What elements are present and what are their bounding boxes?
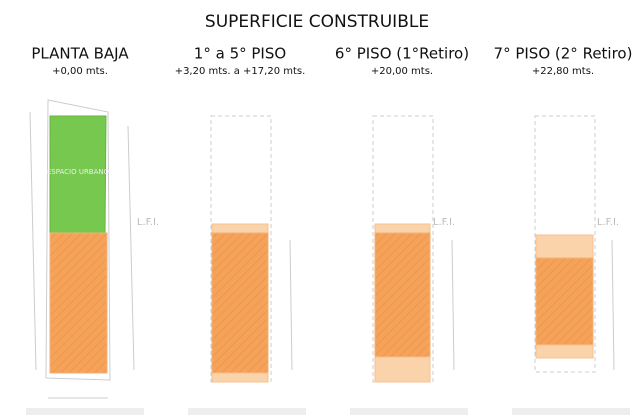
column-subtitle: +0,00 mts. xyxy=(52,66,108,77)
column-title: PLANTA BAJA xyxy=(31,45,129,63)
column-title: 6° PISO (1°Retiro) xyxy=(335,45,469,63)
lfi-label: L.F.I. xyxy=(597,217,619,228)
terrace xyxy=(535,344,594,359)
projection xyxy=(211,372,269,383)
lot-outline xyxy=(534,115,596,373)
lot-outline xyxy=(372,115,434,383)
base-bar xyxy=(512,408,630,415)
buildable-area xyxy=(374,232,431,358)
projection xyxy=(211,223,269,234)
lfi-label: L.F.I. xyxy=(433,217,455,228)
dimension-line xyxy=(611,239,615,371)
buildable-area xyxy=(49,232,108,374)
buildable-area xyxy=(535,257,594,346)
dimension-line xyxy=(451,239,455,371)
base-bar xyxy=(26,408,144,415)
column-title: 1° a 5° PISO xyxy=(194,45,286,63)
base-bar xyxy=(350,408,468,415)
dimension-line xyxy=(29,111,37,371)
dimension-line xyxy=(289,239,293,371)
column-subtitle: +3,20 mts. a +17,20 mts. xyxy=(175,66,306,77)
column-subtitle: +20,00 mts. xyxy=(371,66,433,77)
column-title: 7° PISO (2° Retiro) xyxy=(494,45,633,63)
lot-outline xyxy=(210,115,272,383)
title: SUPERFICIE CONSTRUIBLE xyxy=(205,12,429,32)
lfi-label: L.F.I. xyxy=(137,217,159,228)
base-bar xyxy=(188,408,306,415)
column-subtitle: +22,80 mts. xyxy=(532,66,594,77)
zone-label: ESPACIO URBANO xyxy=(47,168,110,176)
projection xyxy=(374,223,431,234)
buildable-area xyxy=(211,232,269,374)
lot-outline xyxy=(45,99,111,381)
projection xyxy=(374,356,431,383)
dimension-line xyxy=(127,125,135,371)
terrace xyxy=(535,234,594,259)
